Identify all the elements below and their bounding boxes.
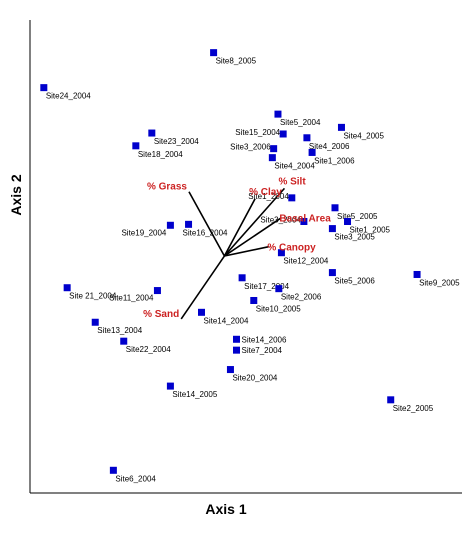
site-label-site1-2004: Site1_2004 [248,192,289,201]
site-label-site15-2004: Site15_2004 [235,128,280,137]
vector-line-pct-canopy [224,245,270,257]
site-label-site20-2004: Site20_2004 [232,374,277,383]
y-axis-title: Axis 2 [8,174,24,215]
site-points: Site8_2005 Site24_2004 Site5_2004 Site4_200… [40,49,460,483]
vector-label-pct-clay: % Clay [249,187,282,198]
site-point-site4-2004 [268,154,276,162]
site-label-site14-2006: Site14_2006 [241,335,286,344]
site-label-site2-2006: Site2_2006 [281,293,322,302]
site-label-site10-2005: Site10_2005 [256,304,301,313]
vector-label-basal-area: Basal Area [279,214,331,225]
vector-label-pct-canopy: % Canopy [267,243,316,254]
site-point-site3-2006 [270,145,278,153]
site-point-site4-2005 [337,123,345,131]
site-point-site22-2004 [120,337,128,345]
site-point-site15-2004 [279,130,287,138]
site-label-site7-2004: Site7_2004 [241,346,282,355]
site-label-site14-2005: Site14_2005 [172,390,217,399]
site-label-site22-2004: Site22_2004 [126,345,171,354]
site-point-site14-2006 [232,335,240,343]
site-point-site23-2004 [148,129,156,137]
site-point-site16-2004 [185,220,193,228]
site-label-site14-2004: Site14_2004 [204,316,249,325]
site-point-site17-2004 [238,274,246,282]
site-point-site-21-2004 [63,284,71,292]
site-label-site3-2006: Site3_2006 [230,143,271,152]
site-label-site1-2005: Site1_2005 [350,225,391,234]
site-label-site23-2004: Site23_2004 [154,137,199,146]
site-point-site1-2004 [288,194,296,202]
site-point-site5-2004 [274,110,282,118]
site-point-site14-2005 [166,382,174,390]
site-point-site11-2004 [153,287,161,295]
site-point-site14-2004 [198,308,206,316]
site-point-site6-2004 [109,466,117,474]
site-label-site4-2006: Site4_2006 [309,142,350,151]
site-point-site1-2006 [308,148,316,156]
vector-label-pct-silt: % Silt [278,176,306,187]
site-label-site13-2004: Site13_2004 [97,326,142,335]
site-label-site5-2006: Site5_2006 [334,277,375,286]
vector-label-pct-grass: % Grass [147,182,187,193]
site-label-site3-2005: Site3_2005 [334,233,375,242]
vector-line-pct-clay [223,198,256,257]
site-label-site16-2004: Site16_2004 [183,228,228,237]
site-point-site19-2004 [166,221,174,229]
site-point-site10-2005 [250,296,258,304]
vector-line-pct-grass [188,191,226,257]
site-label-site19-2004: Site19_2004 [121,228,166,237]
site-point-site8-2005 [210,49,218,57]
site-label-site8-2005: Site8_2005 [216,57,257,66]
site-label-site5-2005: Site5_2005 [337,212,378,221]
site-point-site3-2005 [328,225,336,233]
site-point-site13-2004 [91,318,99,326]
site-label-site3-2004: Site3_2004 [260,215,301,224]
vector-label-pct-sand: % Sand [143,309,179,320]
site-point-site2-2006 [275,285,283,293]
vector-line-pct-sand [180,255,226,320]
site-label-site17-2004: Site17_2004 [244,282,289,291]
site-label-site2-2005: Site2_2005 [393,404,434,413]
site-point-site5-2006 [328,269,336,277]
site-label-site4-2004: Site4_2004 [274,162,315,171]
site-point-site5-2005 [331,204,339,212]
vector-line-basal-area [223,217,282,257]
site-point-site12-2004 [277,249,285,257]
site-point-site24-2004 [40,84,48,92]
site-label-site24-2004: Site24_2004 [46,92,91,101]
site-point-site1-2005 [344,217,352,225]
x-axis-title: Axis 1 [205,501,246,517]
vector-line-pct-silt [223,187,286,257]
site-point-site7-2004 [232,346,240,354]
site-label-site11-2004: Site11_2004 [109,294,154,303]
site-label-site1-2006: Site1_2006 [314,156,355,165]
site-point-site3-2004 [300,217,308,225]
site-point-site20-2004 [226,366,234,374]
site-point-site2-2005 [387,396,395,404]
environment-vectors [180,187,286,320]
site-label-site9-2005: Site9_2005 [419,278,460,287]
site-label-site6-2004: Site6_2004 [115,474,156,483]
site-point-site4-2006 [303,134,311,142]
site-point-site9-2005 [413,270,421,278]
site-label-site12-2004: Site12_2004 [283,257,328,266]
site-label-site18-2004: Site18_2004 [138,150,183,159]
site-label-site5-2004: Site5_2004 [280,118,321,127]
site-point-site18-2004 [132,142,140,150]
site-label-site-21-2004: Site 21_2004 [69,292,117,301]
environment-vector-labels: % Grass % Clay% Silt Basal Area % Canopy % S… [143,176,331,320]
site-label-site4-2005: Site4_2005 [343,131,384,140]
